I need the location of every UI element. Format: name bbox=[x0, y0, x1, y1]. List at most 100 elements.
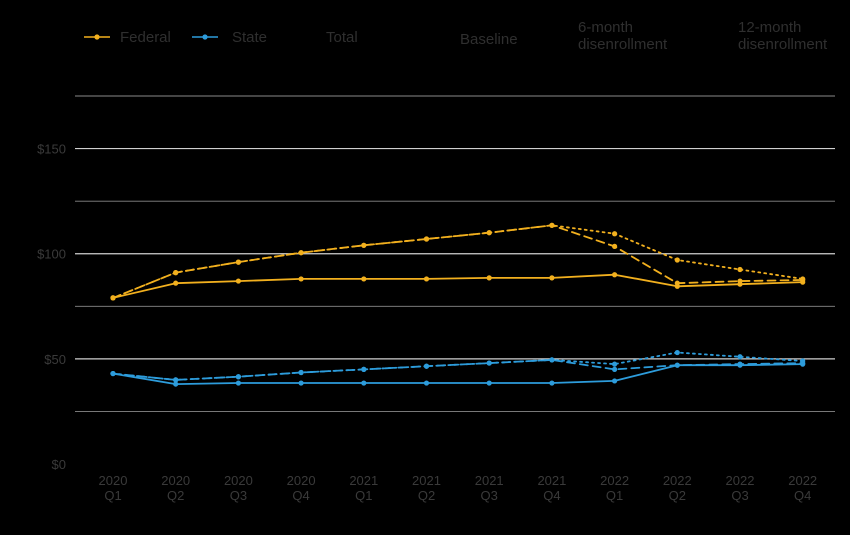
data-point-state-12-month-disenrollment bbox=[612, 361, 618, 367]
data-point-state-6-month-disenrollment bbox=[674, 362, 680, 368]
data-point-state-baseline bbox=[549, 380, 555, 386]
x-tick-year: 2022 bbox=[788, 473, 817, 488]
x-tick-label: 2020 Q1 bbox=[99, 473, 128, 503]
data-point-state-12-month-disenrollment bbox=[737, 354, 743, 360]
legend-label-state: State bbox=[232, 29, 267, 46]
legend-label-baseline: Baseline bbox=[460, 31, 518, 48]
series-line-federal-6-month-disenrollment bbox=[112, 224, 804, 299]
data-point-federal-baseline bbox=[235, 278, 241, 284]
series-line-state-12-month-disenrollment bbox=[112, 351, 804, 381]
data-point-state-baseline bbox=[423, 380, 430, 386]
data-point-federal-6-month-disenrollment bbox=[737, 278, 743, 284]
data-point-state-6-month-disenrollment bbox=[612, 366, 618, 372]
data-point-federal-12-month-disenrollment bbox=[800, 276, 806, 282]
legend: Federal State Total Baseline 6-month dis… bbox=[84, 19, 828, 53]
data-point-state-12-month-disenrollment bbox=[298, 369, 304, 376]
x-tick-label: 2021 Q2 bbox=[412, 473, 441, 503]
x-tick-quarter: Q3 bbox=[481, 488, 498, 503]
series-line-state-6-month-disenrollment bbox=[112, 358, 804, 381]
x-tick-year: 2021 bbox=[349, 473, 378, 488]
series-lines bbox=[112, 224, 804, 386]
x-tick-quarter: Q2 bbox=[167, 488, 184, 503]
x-tick-quarter: Q4 bbox=[543, 488, 560, 503]
y-tick-label: $50 bbox=[44, 352, 66, 367]
y-tick-label: $0 bbox=[52, 457, 66, 472]
y-axis: $0 $50 $100 $150 bbox=[37, 142, 66, 472]
data-point-state-12-month-disenrollment bbox=[235, 374, 241, 380]
data-point-federal-baseline bbox=[486, 275, 492, 281]
data-point-federal-12-month-disenrollment bbox=[674, 257, 680, 263]
x-tick-quarter: Q1 bbox=[606, 488, 623, 503]
x-tick-label: 2022 Q4 bbox=[788, 473, 817, 503]
data-point-state-6-month-disenrollment bbox=[737, 361, 743, 367]
x-tick-quarter: Q2 bbox=[669, 488, 686, 503]
y-tick-label: $150 bbox=[37, 142, 66, 157]
gridlines bbox=[75, 95, 835, 412]
x-tick-label: 2021 Q1 bbox=[349, 473, 378, 503]
x-tick-label: 2022 Q1 bbox=[600, 473, 629, 503]
legend-label-12-month: 12-month disenrollment bbox=[738, 19, 828, 53]
data-point-federal-baseline bbox=[612, 272, 618, 278]
x-tick-year: 2021 bbox=[537, 473, 566, 488]
legend-marker-state bbox=[202, 34, 208, 40]
x-tick-year: 2022 bbox=[600, 473, 629, 488]
legend-item-federal: Federal bbox=[84, 29, 171, 46]
data-point-state-12-month-disenrollment bbox=[110, 370, 116, 377]
data-point-federal-12-month-disenrollment bbox=[235, 259, 241, 265]
data-point-state-12-month-disenrollment bbox=[674, 349, 680, 356]
x-tick-quarter: Q2 bbox=[418, 488, 435, 503]
x-tick-year: 2020 bbox=[161, 473, 190, 488]
data-point-federal-baseline bbox=[361, 276, 367, 282]
x-tick-quarter: Q3 bbox=[731, 488, 748, 503]
data-point-federal-baseline bbox=[298, 276, 304, 282]
series-line-federal-12-month-disenrollment bbox=[112, 224, 804, 299]
data-point-federal-12-month-disenrollment bbox=[612, 231, 618, 237]
x-tick-label: 2022 Q3 bbox=[726, 473, 755, 503]
legend-label-6-month-line2: disenrollment bbox=[578, 36, 668, 53]
series-line-federal-baseline bbox=[112, 273, 804, 299]
x-tick-label: 2021 Q4 bbox=[537, 473, 566, 503]
data-point-federal-12-month-disenrollment bbox=[423, 236, 430, 242]
series-markers bbox=[110, 222, 806, 387]
x-tick-quarter: Q1 bbox=[355, 488, 372, 503]
data-point-state-12-month-disenrollment bbox=[800, 358, 806, 364]
data-point-state-baseline bbox=[298, 380, 304, 386]
x-tick-quarter: Q3 bbox=[230, 488, 247, 503]
data-point-federal-12-month-disenrollment bbox=[549, 222, 555, 228]
data-point-federal-baseline bbox=[549, 275, 555, 281]
data-point-federal-12-month-disenrollment bbox=[173, 270, 179, 276]
x-tick-label: 2022 Q2 bbox=[663, 473, 692, 503]
legend-label-6-month-line1: 6-month bbox=[578, 19, 633, 36]
data-point-federal-12-month-disenrollment bbox=[110, 295, 116, 301]
legend-label-12-month-line2: disenrollment bbox=[738, 36, 828, 53]
data-point-federal-6-month-disenrollment bbox=[674, 280, 680, 286]
x-tick-year: 2022 bbox=[663, 473, 692, 488]
data-point-federal-6-month-disenrollment bbox=[612, 243, 618, 249]
legend-label-federal: Federal bbox=[120, 29, 171, 46]
legend-label-12-month-line1: 12-month bbox=[738, 19, 801, 36]
legend-label-6-month: 6-month disenrollment bbox=[578, 19, 668, 53]
x-tick-year: 2020 bbox=[287, 473, 316, 488]
x-tick-quarter: Q4 bbox=[292, 488, 309, 503]
data-point-state-baseline bbox=[235, 380, 241, 386]
series-line-state-baseline bbox=[112, 363, 804, 386]
legend-marker-federal bbox=[94, 34, 100, 40]
y-tick-label: $100 bbox=[37, 247, 66, 262]
x-tick-label: 2020 Q2 bbox=[161, 473, 190, 503]
legend-label-total: Total bbox=[326, 29, 358, 46]
data-point-federal-12-month-disenrollment bbox=[737, 266, 743, 273]
data-point-federal-12-month-disenrollment bbox=[361, 242, 367, 248]
data-point-federal-12-month-disenrollment bbox=[298, 250, 304, 256]
x-tick-label: 2021 Q3 bbox=[475, 473, 504, 503]
data-point-federal-baseline bbox=[423, 276, 430, 282]
x-tick-label: 2020 Q3 bbox=[224, 473, 253, 503]
x-tick-year: 2021 bbox=[412, 473, 441, 488]
data-point-state-12-month-disenrollment bbox=[423, 363, 430, 369]
data-point-federal-baseline bbox=[173, 280, 179, 286]
data-point-state-12-month-disenrollment bbox=[486, 360, 492, 366]
x-tick-quarter: Q1 bbox=[104, 488, 121, 503]
x-tick-year: 2020 bbox=[99, 473, 128, 488]
data-point-state-baseline bbox=[173, 381, 179, 387]
